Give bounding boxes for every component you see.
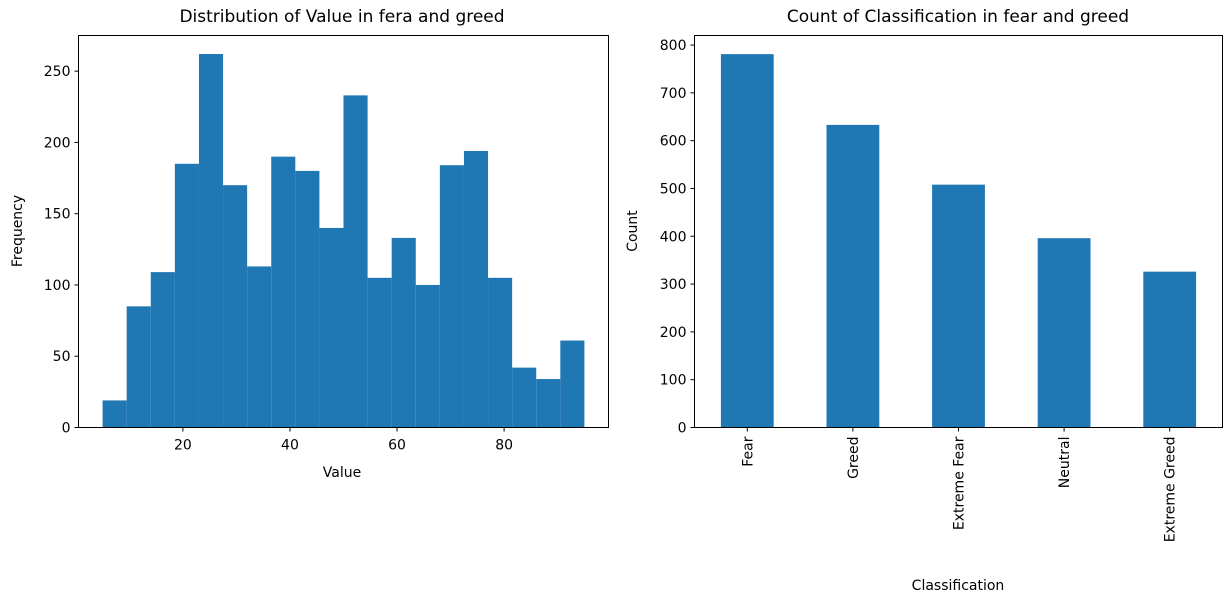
x-tick-label: Neutral xyxy=(1057,437,1073,489)
y-tick-label: 300 xyxy=(660,277,687,293)
histogram-plot-frame xyxy=(78,35,609,428)
histogram-bar xyxy=(536,379,561,428)
y-tick-label: 200 xyxy=(44,135,71,151)
histogram-bar xyxy=(126,306,151,428)
histogram-bar xyxy=(463,150,489,428)
x-tick-label: 20 xyxy=(174,438,192,454)
histogram-bar xyxy=(247,266,272,428)
y-tick-label: 600 xyxy=(660,134,687,150)
classification-bar xyxy=(932,184,985,428)
x-tick-label: 40 xyxy=(281,438,299,454)
x-tick-label: Fear xyxy=(740,436,756,466)
classification-bars xyxy=(720,54,1197,428)
y-tick-label: 250 xyxy=(44,64,71,80)
bar-chart-y-axis-label: Count xyxy=(625,210,641,252)
histogram-bar xyxy=(415,284,440,428)
bar-chart-x-axis-label: Classification xyxy=(912,578,1005,594)
histogram-bar xyxy=(512,367,537,428)
histogram-bar xyxy=(319,227,344,428)
y-tick-label: 100 xyxy=(660,373,687,389)
histogram-bar xyxy=(343,95,368,428)
classification-bar-chart: Count of Classification in fear and gree… xyxy=(625,7,1223,594)
classification-bar xyxy=(1143,271,1197,428)
histogram-title: Distribution of Value in fera and greed xyxy=(179,7,504,27)
histogram-bar xyxy=(367,277,392,428)
x-tick-label: Extreme Fear xyxy=(952,436,968,530)
y-tick-label: 400 xyxy=(660,229,687,245)
histogram-bar xyxy=(174,163,199,428)
histogram-bar xyxy=(488,277,513,428)
histogram-bar xyxy=(560,340,585,428)
y-tick-label: 50 xyxy=(53,349,71,365)
bar-chart-plot-frame xyxy=(694,35,1223,428)
x-tick-label: Greed xyxy=(846,437,862,479)
histogram-y-ticks: 0 50 100 150 200 250 xyxy=(44,64,79,437)
y-tick-label: 150 xyxy=(44,207,71,223)
bar-chart-title: Count of Classification in fear and gree… xyxy=(787,7,1129,27)
y-tick-label: 100 xyxy=(44,278,71,294)
x-tick-label: 60 xyxy=(388,438,406,454)
y-tick-label: 800 xyxy=(660,38,687,54)
x-tick-label: Extreme Greed xyxy=(1163,437,1179,543)
y-tick-label: 500 xyxy=(660,181,687,197)
histogram-y-axis-label: Frequency xyxy=(10,195,26,267)
y-tick-label: 0 xyxy=(62,421,71,437)
histogram-bars xyxy=(102,54,585,428)
y-tick-label: 0 xyxy=(678,421,687,437)
histogram-bar xyxy=(102,400,127,428)
histogram-x-axis-label: Value xyxy=(323,465,361,481)
classification-bar xyxy=(720,54,774,428)
histogram-chart: Distribution of Value in fera and greed … xyxy=(10,7,609,481)
histogram-bar xyxy=(198,54,224,428)
y-tick-label: 200 xyxy=(660,325,687,341)
histogram-bar xyxy=(271,156,296,428)
histogram-bar xyxy=(150,272,175,428)
histogram-bar xyxy=(223,185,248,428)
histogram-bar xyxy=(391,237,416,428)
bar-chart-x-ticks: Fear Greed Extreme Fear Neutral Extreme Gree… xyxy=(740,427,1179,543)
classification-bar xyxy=(826,124,880,428)
classification-bar xyxy=(1037,238,1091,428)
y-tick-label: 700 xyxy=(660,86,687,102)
x-tick-label: 80 xyxy=(495,438,513,454)
histogram-bar xyxy=(439,165,464,428)
histogram-bar xyxy=(295,170,320,428)
histogram-x-ticks: 20 40 60 80 xyxy=(174,427,513,454)
bar-chart-y-ticks: 0 100 200 300 400 500 600 700 800 xyxy=(660,38,695,437)
